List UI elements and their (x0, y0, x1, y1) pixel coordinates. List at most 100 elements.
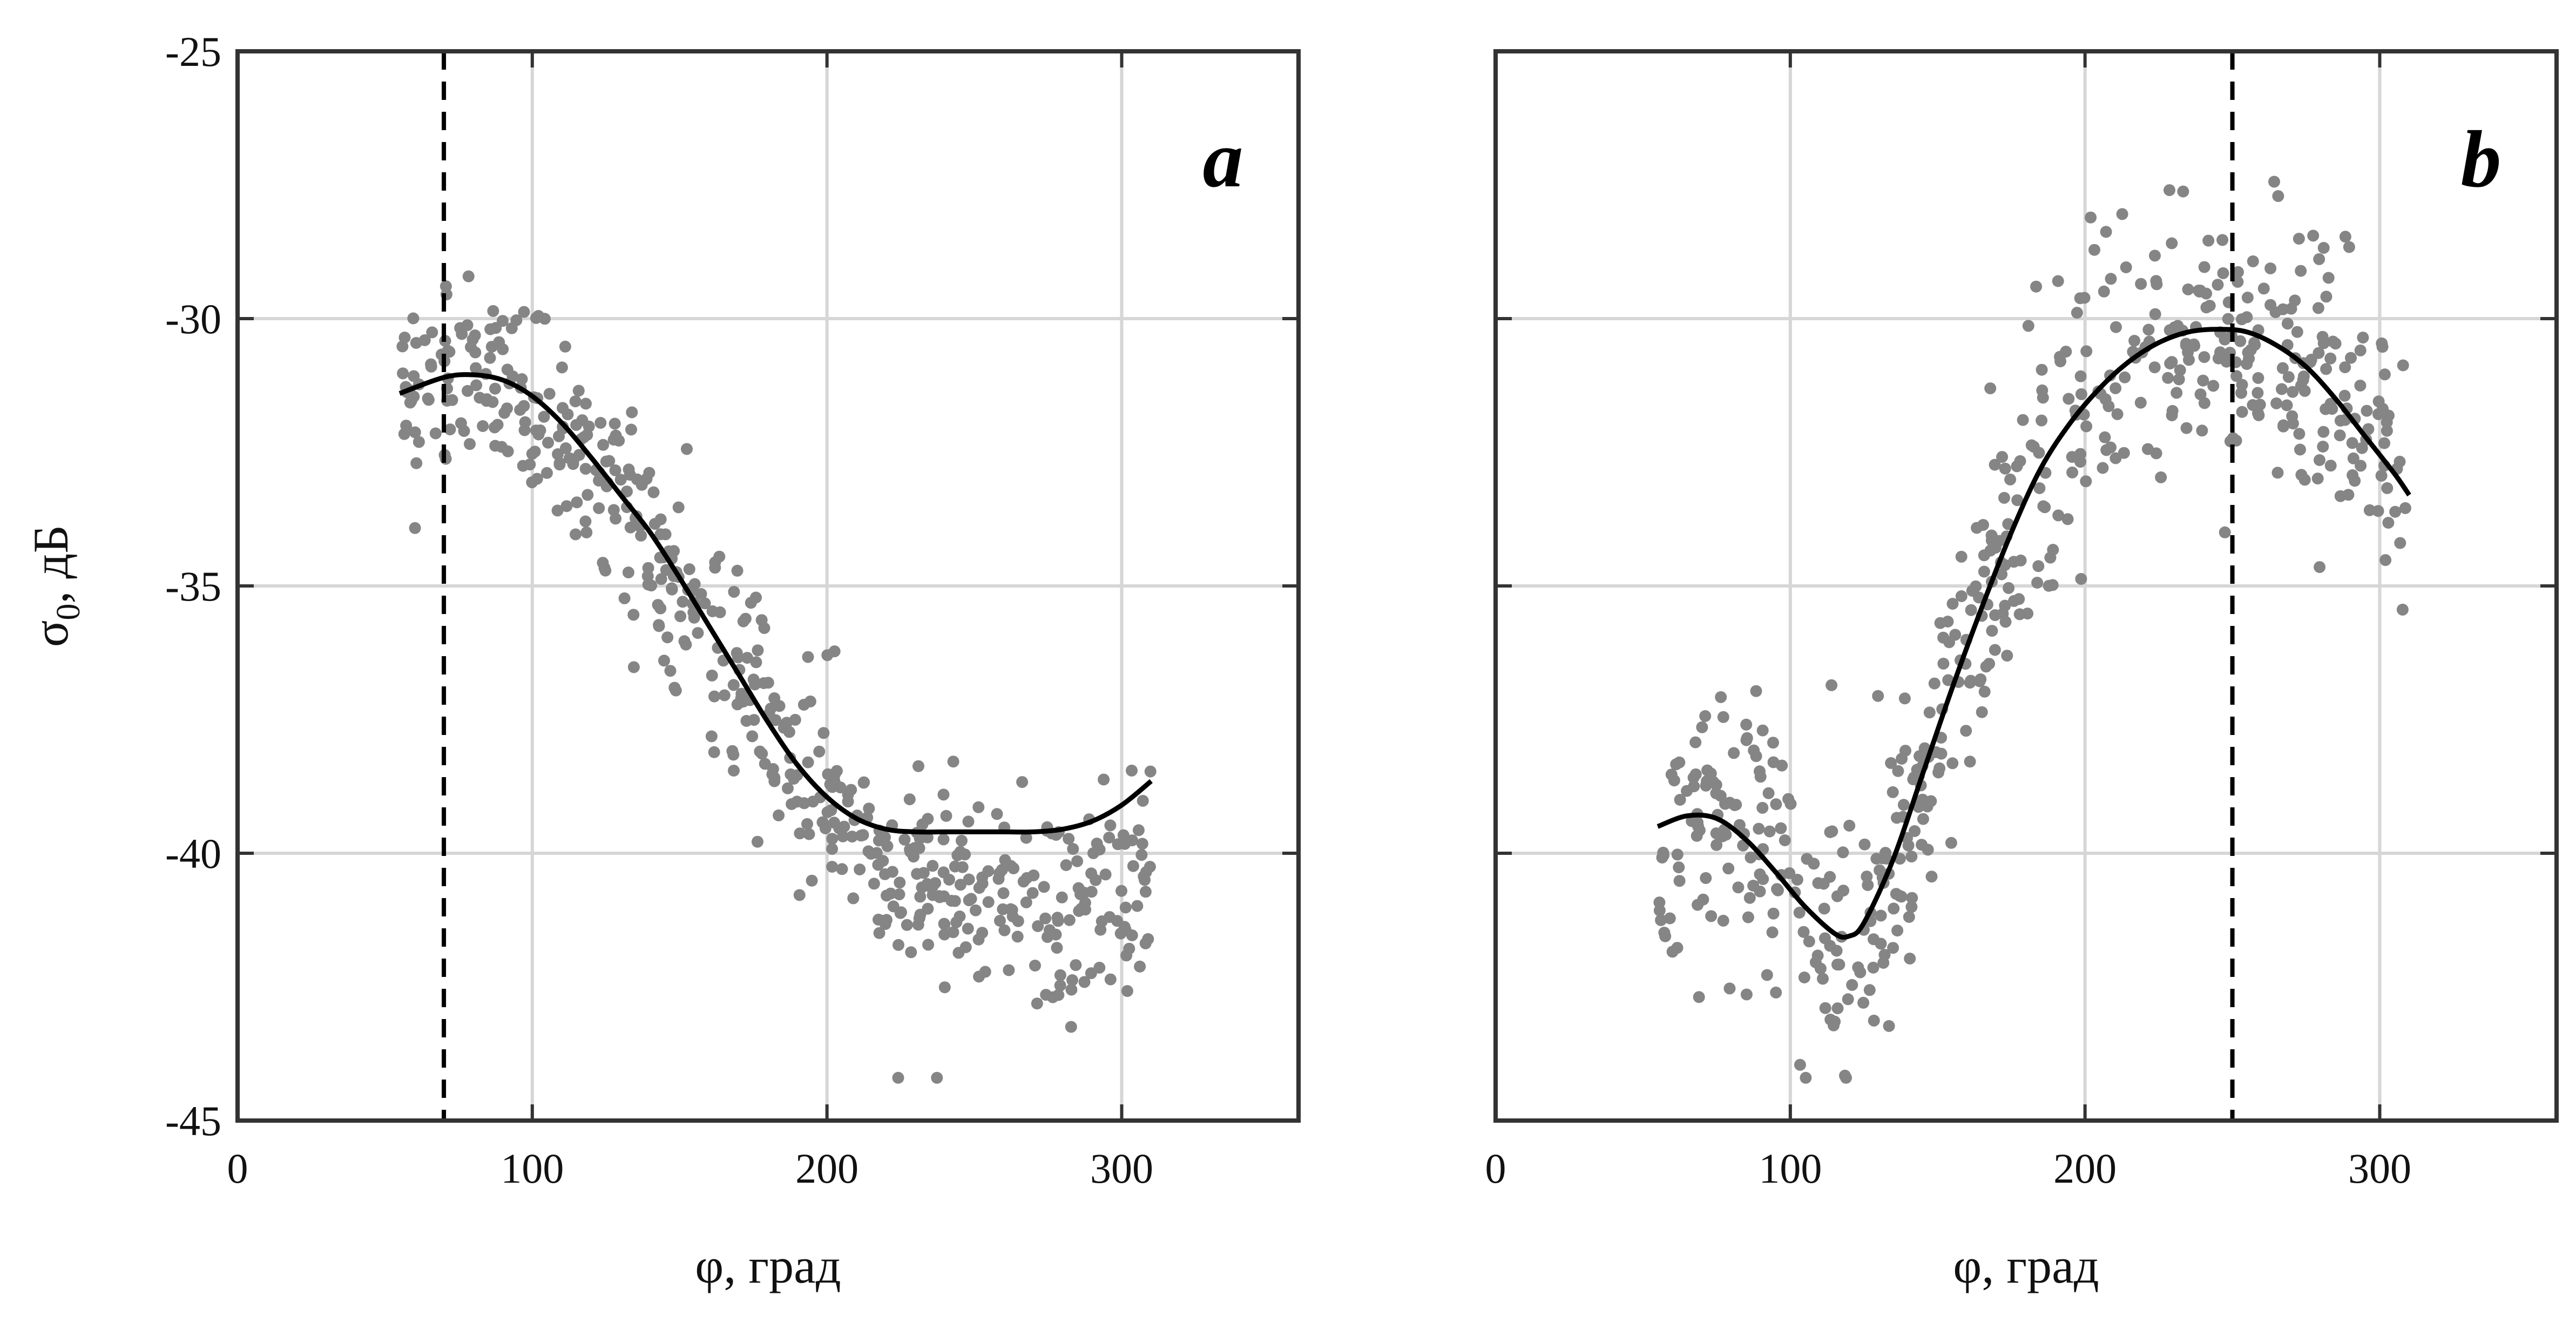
scatter-point (446, 394, 458, 406)
scatter-point (921, 878, 934, 890)
scatter-point (674, 610, 687, 623)
scatter-point (2054, 355, 2067, 368)
scatter-point (1965, 604, 1977, 616)
scatter-point (692, 627, 704, 639)
scatter-point (1074, 888, 1086, 900)
scatter-point (579, 515, 592, 528)
scatter-point (2003, 582, 2015, 594)
scatter-point (2268, 176, 2280, 188)
scatter-point (2149, 308, 2161, 320)
scatter-point (484, 352, 496, 364)
scatter-point (2197, 374, 2209, 387)
scatter-point (1837, 846, 1849, 859)
scatter-point (397, 367, 409, 380)
scatter-point (1937, 631, 1950, 644)
scatter-point (1139, 886, 1152, 898)
scatter-point (1666, 946, 1679, 958)
scatter-point (559, 340, 571, 353)
scatter-point (1754, 868, 1766, 880)
scatter-point (489, 382, 501, 395)
scatter-point (597, 439, 610, 451)
scatter-point (2294, 443, 2306, 456)
scatter-point (1070, 959, 1082, 972)
scatter-point (1085, 886, 1098, 898)
scatter-point (2324, 397, 2337, 410)
scatter-point (750, 656, 762, 669)
scatter-point (828, 817, 840, 829)
scatter-point (2399, 502, 2411, 514)
scatter-point (1955, 550, 1968, 563)
scatter-point (2174, 364, 2186, 376)
scatter-point (2162, 372, 2174, 384)
scatter-point (641, 570, 654, 582)
scatter-point (2074, 292, 2086, 305)
scatter-point (2378, 368, 2391, 381)
scatter-point (552, 448, 564, 460)
scatter-point (553, 430, 565, 442)
scatter-point (783, 726, 795, 738)
scatter-point (788, 773, 800, 785)
scatter-point (908, 851, 919, 863)
y-axis-label-subscript: 0 (50, 604, 87, 620)
scatter-point (2257, 282, 2270, 295)
scatter-point (1697, 893, 1709, 906)
scatter-point (1723, 982, 1736, 995)
scatter-point (1052, 915, 1064, 927)
scatter-point (2166, 404, 2179, 417)
scatter-point (2217, 267, 2229, 279)
scatter-point (2327, 335, 2339, 348)
scatter-point (1040, 989, 1052, 1001)
scatter-point (1989, 644, 2001, 656)
scatter-point (1898, 692, 1911, 705)
scatter-point (1060, 859, 1072, 871)
scatter-point (1911, 764, 1923, 776)
scatter-point (2033, 482, 2046, 494)
scatter-point (706, 669, 718, 682)
scatter-point (2110, 382, 2122, 394)
scatter-point (1997, 608, 2009, 620)
scatter-point (802, 756, 814, 768)
scatter-point (962, 815, 975, 828)
x-tick-label: 300 (2348, 1145, 2411, 1192)
scatter-point (2202, 234, 2215, 247)
scatter-point (560, 500, 573, 512)
scatter-point (705, 730, 718, 743)
scatter-point (541, 467, 553, 479)
scatter-point (2389, 505, 2402, 518)
scatter-point (826, 833, 839, 845)
scatter-point (2116, 208, 2128, 220)
scatter-point (456, 328, 468, 340)
scatter-point (2100, 226, 2112, 238)
scatter-point (2281, 318, 2294, 330)
scatter-point (1896, 753, 1908, 765)
scatter-point (1766, 926, 1779, 939)
scatter-point (752, 835, 763, 848)
scatter-point (756, 747, 768, 760)
scatter-point (647, 486, 660, 498)
scatter-point (1875, 937, 1887, 950)
scatter-point (1966, 584, 1978, 597)
scatter-point (2254, 399, 2266, 411)
scatter-point (580, 397, 592, 410)
scatter-point (937, 788, 950, 801)
scatter-point (709, 562, 721, 574)
scatter-point (498, 407, 511, 419)
scatter-point (1710, 787, 1722, 800)
scatter-point (2105, 273, 2117, 285)
scatter-point (1996, 451, 2009, 463)
scatter-point (1798, 972, 1810, 983)
scatter-point (1946, 598, 1959, 610)
scatter-point (2177, 185, 2189, 198)
y-tick-label: -25 (165, 28, 221, 75)
scatter-point (708, 690, 720, 703)
scatter-point (949, 895, 961, 907)
scatter-point (474, 392, 486, 404)
scatter-point (2272, 190, 2284, 203)
scatter-point (2317, 337, 2330, 349)
scatter-point (1003, 964, 1015, 976)
scatter-point (486, 396, 499, 408)
scatter-point (2270, 397, 2283, 409)
scatter-point (2039, 501, 2051, 514)
scatter-point (1887, 786, 1899, 798)
scatter-point (2349, 475, 2361, 487)
